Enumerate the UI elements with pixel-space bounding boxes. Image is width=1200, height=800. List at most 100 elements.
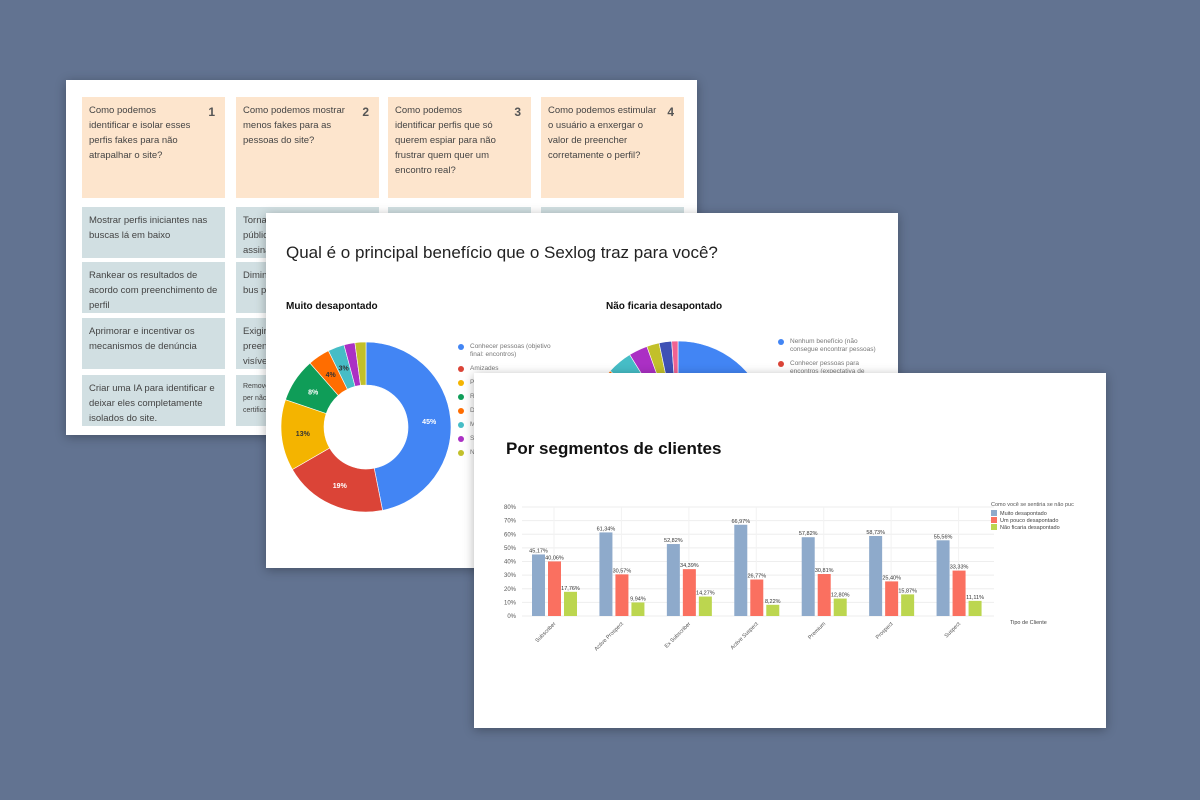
slice-label: 3% bbox=[339, 366, 350, 373]
slice-label: 13% bbox=[296, 431, 311, 438]
idea-card: Aprimorar e incentivar os mecanismos de … bbox=[82, 318, 225, 369]
y-tick-label: 50% bbox=[504, 546, 517, 552]
bar bbox=[666, 544, 680, 616]
legend-label: Amizades bbox=[470, 365, 499, 372]
bar bbox=[936, 540, 950, 616]
question-card: Como podemos identificar e isolar esses … bbox=[82, 97, 225, 198]
question-number: 4 bbox=[667, 105, 674, 119]
bar-value-label: 12,80% bbox=[831, 593, 850, 599]
legend-label: M bbox=[470, 421, 476, 428]
segments-title: Por segmentos de clientes bbox=[506, 439, 722, 458]
legend-label: Não ficaria desapontado bbox=[1000, 525, 1060, 531]
legend-label: N bbox=[470, 449, 475, 456]
slice-label: 45% bbox=[422, 419, 437, 426]
idea-text: Tornar público assina bbox=[243, 215, 274, 256]
x-tick-label: Active Prospect bbox=[594, 621, 626, 653]
x-axis-label: Tipo de Cliente bbox=[1010, 620, 1047, 626]
bar-value-label: 9,94% bbox=[630, 596, 646, 602]
bar bbox=[869, 535, 883, 616]
legend-label: Conhecer pessoas (objetivo final: encont… bbox=[470, 343, 551, 358]
x-tick-label: Ex Subscriber bbox=[664, 621, 693, 650]
question-text: Como podemos estimular o usuário a enxer… bbox=[548, 105, 657, 161]
legend-swatch bbox=[458, 436, 464, 442]
bar-value-label: 40,06% bbox=[545, 555, 564, 561]
bar-value-label: 58,73% bbox=[866, 530, 885, 536]
bar bbox=[750, 579, 764, 616]
bar bbox=[952, 570, 966, 616]
y-tick-label: 60% bbox=[504, 532, 517, 538]
legend-label: Nenhum benefício (não consegue encontrar… bbox=[790, 338, 876, 353]
legend-swatch bbox=[778, 339, 784, 345]
question-text: Como podemos identificar e isolar esses … bbox=[89, 105, 191, 161]
donut1-legend: Conhecer pessoas (objetivo final: encont… bbox=[458, 343, 553, 463]
slice-label: 4% bbox=[326, 372, 337, 379]
bar bbox=[532, 554, 545, 616]
legend-swatch bbox=[458, 408, 464, 414]
legend-item: Conhecer pessoas para encontros (expecta… bbox=[778, 360, 883, 376]
bar-value-label: 17,76% bbox=[561, 586, 580, 592]
question-text: Como podemos identificar perfis que só q… bbox=[395, 105, 496, 176]
bar bbox=[885, 581, 899, 616]
y-tick-label: 20% bbox=[504, 587, 517, 593]
legend-item: P bbox=[458, 379, 553, 387]
legend-swatch bbox=[458, 450, 464, 456]
survey-title: Qual é o principal benefício que o Sexlo… bbox=[286, 243, 718, 262]
legend-swatch bbox=[458, 344, 464, 350]
bar-value-label: 66,97% bbox=[731, 519, 750, 525]
y-tick-label: 40% bbox=[504, 560, 517, 566]
idea-card: Criar uma IA para identificar e deixar e… bbox=[82, 375, 225, 426]
donut2-legend: Nenhum benefício (não consegue encontrar… bbox=[778, 338, 883, 382]
legend-swatch bbox=[458, 366, 464, 372]
legend-label: P bbox=[470, 379, 475, 386]
slice-label: 19% bbox=[333, 483, 348, 490]
bar-value-label: 30,57% bbox=[613, 568, 632, 574]
legend-item: R bbox=[458, 393, 553, 401]
bar-value-label: 14,27% bbox=[696, 591, 715, 597]
bar bbox=[698, 596, 712, 616]
bar-value-label: 26,77% bbox=[747, 574, 766, 580]
legend-item: N bbox=[458, 449, 553, 457]
legend-label: Conhecer pessoas para encontros (expecta… bbox=[790, 360, 865, 375]
legend-swatch bbox=[991, 517, 997, 523]
bar-value-label: 33,33% bbox=[950, 565, 969, 571]
bar bbox=[833, 598, 847, 616]
bar-value-label: 11,11% bbox=[966, 595, 984, 601]
y-tick-label: 10% bbox=[504, 600, 517, 606]
legend-label: Um pouco desapontado bbox=[1000, 518, 1058, 524]
bar bbox=[631, 602, 645, 616]
x-tick-label: Premium bbox=[807, 621, 827, 641]
segments-slide: Por segmentos de clientes 0% 10% 20% 30% 40%… bbox=[474, 373, 1106, 728]
x-tick-label: Subscriber bbox=[535, 621, 558, 644]
legend-item: Amizades bbox=[458, 365, 553, 373]
bar bbox=[766, 604, 780, 616]
bar-value-label: 61,34% bbox=[597, 526, 616, 532]
slice-label: 8% bbox=[308, 390, 319, 397]
legend-item: D bbox=[458, 407, 553, 415]
legend-swatch bbox=[458, 380, 464, 386]
bar-value-label: 30,81% bbox=[815, 568, 834, 574]
bar bbox=[801, 537, 815, 616]
legend-label: Muito desapontado bbox=[1000, 511, 1047, 517]
legend-label: D bbox=[470, 407, 475, 414]
legend-swatch bbox=[458, 394, 464, 400]
bar bbox=[599, 532, 613, 616]
bar-value-label: 8,22% bbox=[765, 599, 781, 605]
bar bbox=[968, 600, 982, 616]
y-tick-label: 0% bbox=[507, 614, 516, 620]
donut-slice bbox=[354, 341, 367, 386]
bar-chart: 0% 10% 20% 30% 40% 50% 60% 70% 80% 45,17%40,06% 17… bbox=[504, 502, 1074, 653]
question-text: Como podemos mostrar menos fakes para as… bbox=[243, 105, 345, 146]
y-tick-label: 30% bbox=[504, 573, 517, 579]
question-number: 2 bbox=[362, 105, 369, 119]
bar bbox=[548, 561, 561, 616]
bar bbox=[901, 594, 915, 616]
legend-swatch bbox=[991, 524, 997, 530]
donut2-title: Não ficaria desapontado bbox=[606, 301, 723, 312]
question-number: 3 bbox=[514, 105, 521, 119]
legend-item: M bbox=[458, 421, 553, 429]
legend-item: S bbox=[458, 435, 553, 443]
legend-swatch bbox=[991, 510, 997, 516]
x-tick-label: Prospect bbox=[875, 621, 895, 641]
question-card: Como podemos mostrar menos fakes para as… bbox=[236, 97, 379, 198]
bar bbox=[734, 524, 748, 616]
